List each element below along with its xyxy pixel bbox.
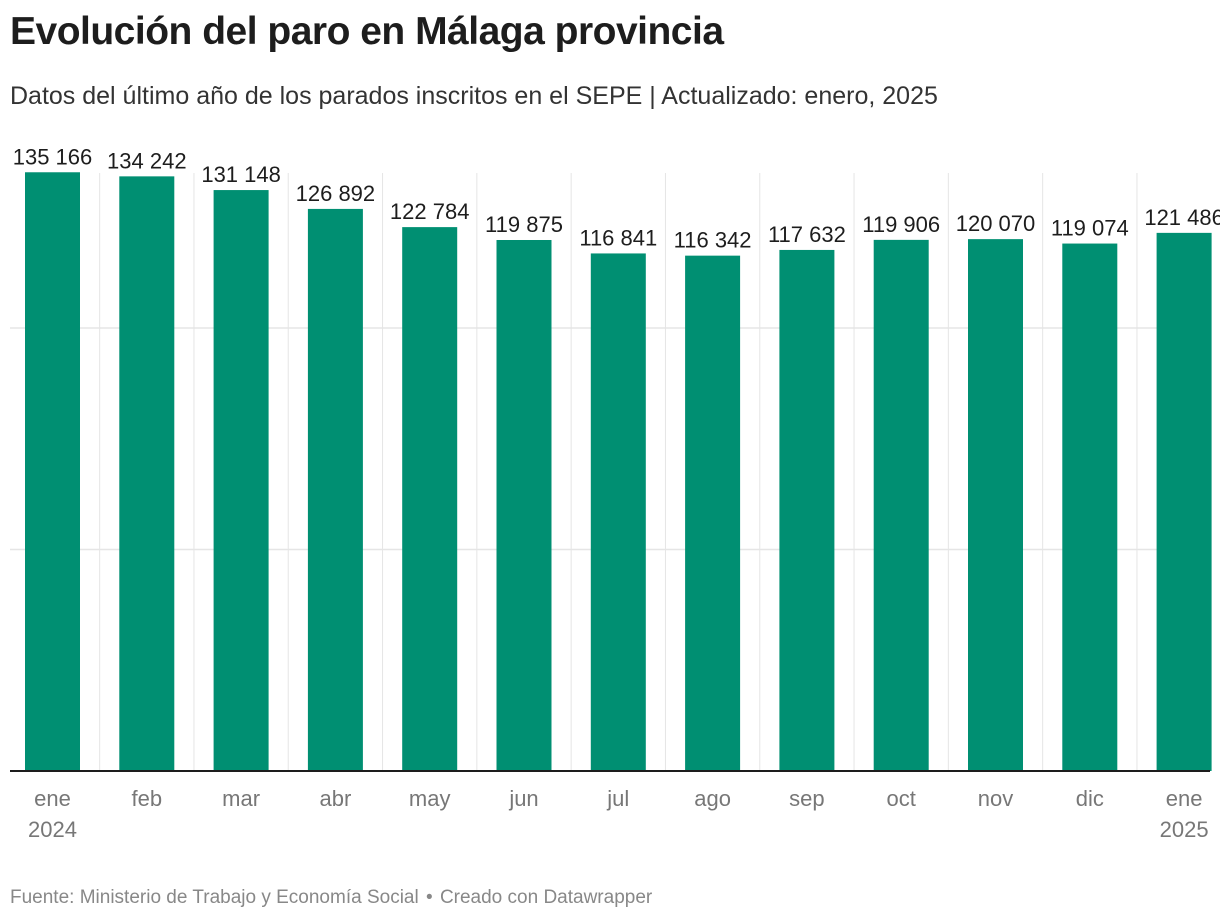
value-label: 135 166: [13, 144, 93, 169]
footer-separator: •: [426, 887, 433, 908]
bars: [25, 172, 1212, 772]
x-tick-label: jul: [606, 786, 629, 811]
value-label: 120 070: [956, 211, 1036, 236]
x-tick-label: oct: [887, 786, 916, 811]
value-label: 126 892: [296, 181, 376, 206]
chart-title: Evolución del paro en Málaga provincia: [10, 10, 724, 53]
bar[interactable]: [402, 227, 458, 771]
x-tick-label: feb: [132, 786, 163, 811]
bar[interactable]: [968, 239, 1023, 771]
x-tick-label: ago: [694, 786, 731, 811]
source-note: Fuente: Ministerio de Trabajo y Economía…: [10, 887, 419, 908]
x-tick-label: ene: [1166, 786, 1203, 811]
x-axis-tick-labels: ene 2024 feb mar abr may jun jul ago sep oct nov dic…: [28, 786, 1209, 842]
x-tick-label: may: [409, 786, 451, 811]
bar[interactable]: [307, 208, 363, 772]
bar[interactable]: [496, 239, 552, 771]
chart-subtitle: Datos del último año de los parados insc…: [10, 82, 938, 110]
bar[interactable]: [1156, 232, 1212, 772]
x-tick-label: nov: [978, 786, 1013, 811]
value-label: 119 074: [1051, 216, 1129, 241]
x-tick-year-label: 2025: [1160, 817, 1209, 842]
bar[interactable]: [779, 249, 835, 771]
value-label: 134 242: [107, 148, 187, 173]
value-label: 117 632: [768, 222, 846, 247]
bar-chart: 135 166 134 242 131 148 126 892 122 784 119 8…: [10, 144, 1220, 842]
bar[interactable]: [685, 255, 741, 772]
x-tick-label: sep: [789, 786, 824, 811]
x-tick-label: dic: [1076, 786, 1104, 811]
value-label: 119 875: [485, 212, 563, 237]
value-label: 119 906: [862, 212, 940, 237]
x-tick-label: ene: [34, 786, 71, 811]
x-tick-label: abr: [320, 786, 352, 811]
value-label: 116 342: [674, 228, 752, 253]
bar[interactable]: [213, 190, 269, 771]
chart-footer: Fuente: Ministerio de Trabajo y Economía…: [10, 887, 652, 909]
bar[interactable]: [119, 176, 175, 771]
gridlines: [10, 173, 1210, 771]
credit-note: Creado con Datawrapper: [439, 887, 653, 908]
x-tick-label: jun: [508, 786, 538, 811]
bar[interactable]: [873, 239, 929, 771]
value-label: 122 784: [390, 199, 470, 224]
x-tick-label: mar: [222, 786, 260, 811]
bar[interactable]: [590, 253, 646, 772]
bar[interactable]: [1062, 243, 1118, 772]
bar[interactable]: [25, 172, 80, 772]
value-labels: 135 166 134 242 131 148 126 892 122 784 119 8…: [13, 144, 1220, 252]
value-label: 131 148: [201, 162, 281, 187]
value-label: 121 486: [1144, 205, 1220, 230]
value-label: 116 841: [579, 225, 657, 250]
x-tick-year-label: 2024: [28, 817, 77, 842]
